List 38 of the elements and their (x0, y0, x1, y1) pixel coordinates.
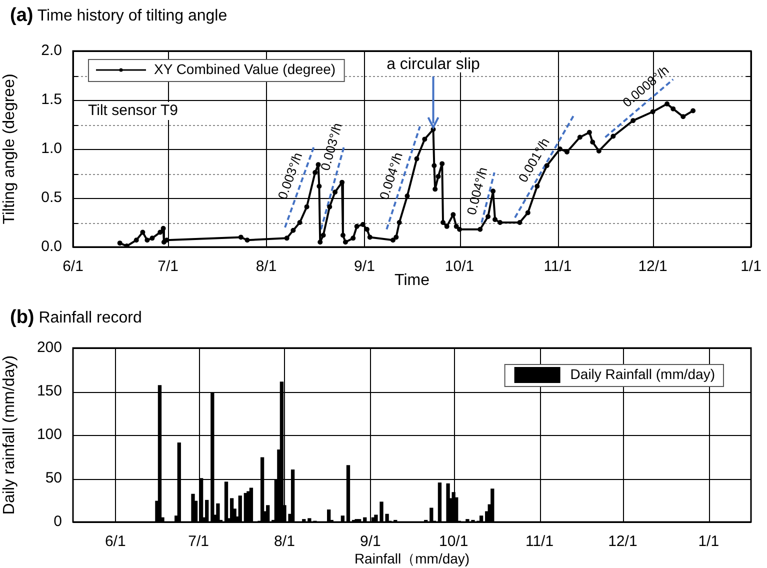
x-tick-label: 8/1 (274, 533, 295, 550)
y-axis-title: Daily rainfall (mm/day) (1, 355, 18, 515)
annotation: 0.004°/h (464, 166, 490, 216)
y-axis-title: Tilting angle (degree) (1, 74, 18, 224)
x-tick-label: 1/1 (698, 533, 720, 550)
annotation: 0.003°/h (317, 121, 345, 172)
x-tick-label: 6/1 (62, 258, 84, 276)
x-tick-label: 11/1 (544, 258, 572, 276)
y-tick-label: 200 (36, 339, 62, 356)
y-tick-label: 1.5 (41, 91, 62, 108)
x-tick-label: 7/1 (188, 533, 209, 550)
x-tick-label: 6/1 (104, 533, 126, 550)
y-tick-label: 0.0 (41, 238, 62, 256)
x-tick-label: 12/1 (608, 533, 638, 550)
legend-label: XY Combined Value (degree) (154, 60, 336, 77)
x-tick-label: 7/1 (158, 258, 178, 276)
x-tick-label: 9/1 (354, 258, 375, 276)
annotation: a circular slip (386, 56, 480, 73)
x-tick-label: 10/1 (444, 258, 474, 276)
x-tick-label: 11/1 (525, 533, 554, 550)
x-tick-label: 9/1 (360, 533, 381, 550)
annotation: Tilt sensor T9 (88, 102, 178, 120)
y-tick-label: 0 (54, 513, 62, 530)
chart-title: (b) Rainfall record (10, 307, 142, 328)
x-tick-label: 8/1 (256, 258, 277, 276)
y-tick-label: 100 (36, 426, 62, 444)
chart-title: (a) Time history of tilting angle (10, 5, 228, 26)
x-tick-label: 10/1 (438, 533, 468, 550)
x-tick-label: 1/1 (740, 258, 762, 276)
y-tick-label: 2.0 (41, 42, 62, 60)
legend-label: Daily Rainfall (mm/day) (570, 366, 716, 382)
x-axis-title: Rainfall（mm/day) (354, 550, 470, 566)
x-tick-label: 12/1 (638, 258, 668, 276)
y-tick-label: 50 (45, 470, 62, 487)
y-tick-label: 1.0 (41, 140, 62, 158)
y-tick-label: 0.5 (41, 189, 62, 206)
y-tick-label: 150 (36, 382, 62, 400)
x-axis-title: Time (394, 272, 430, 289)
